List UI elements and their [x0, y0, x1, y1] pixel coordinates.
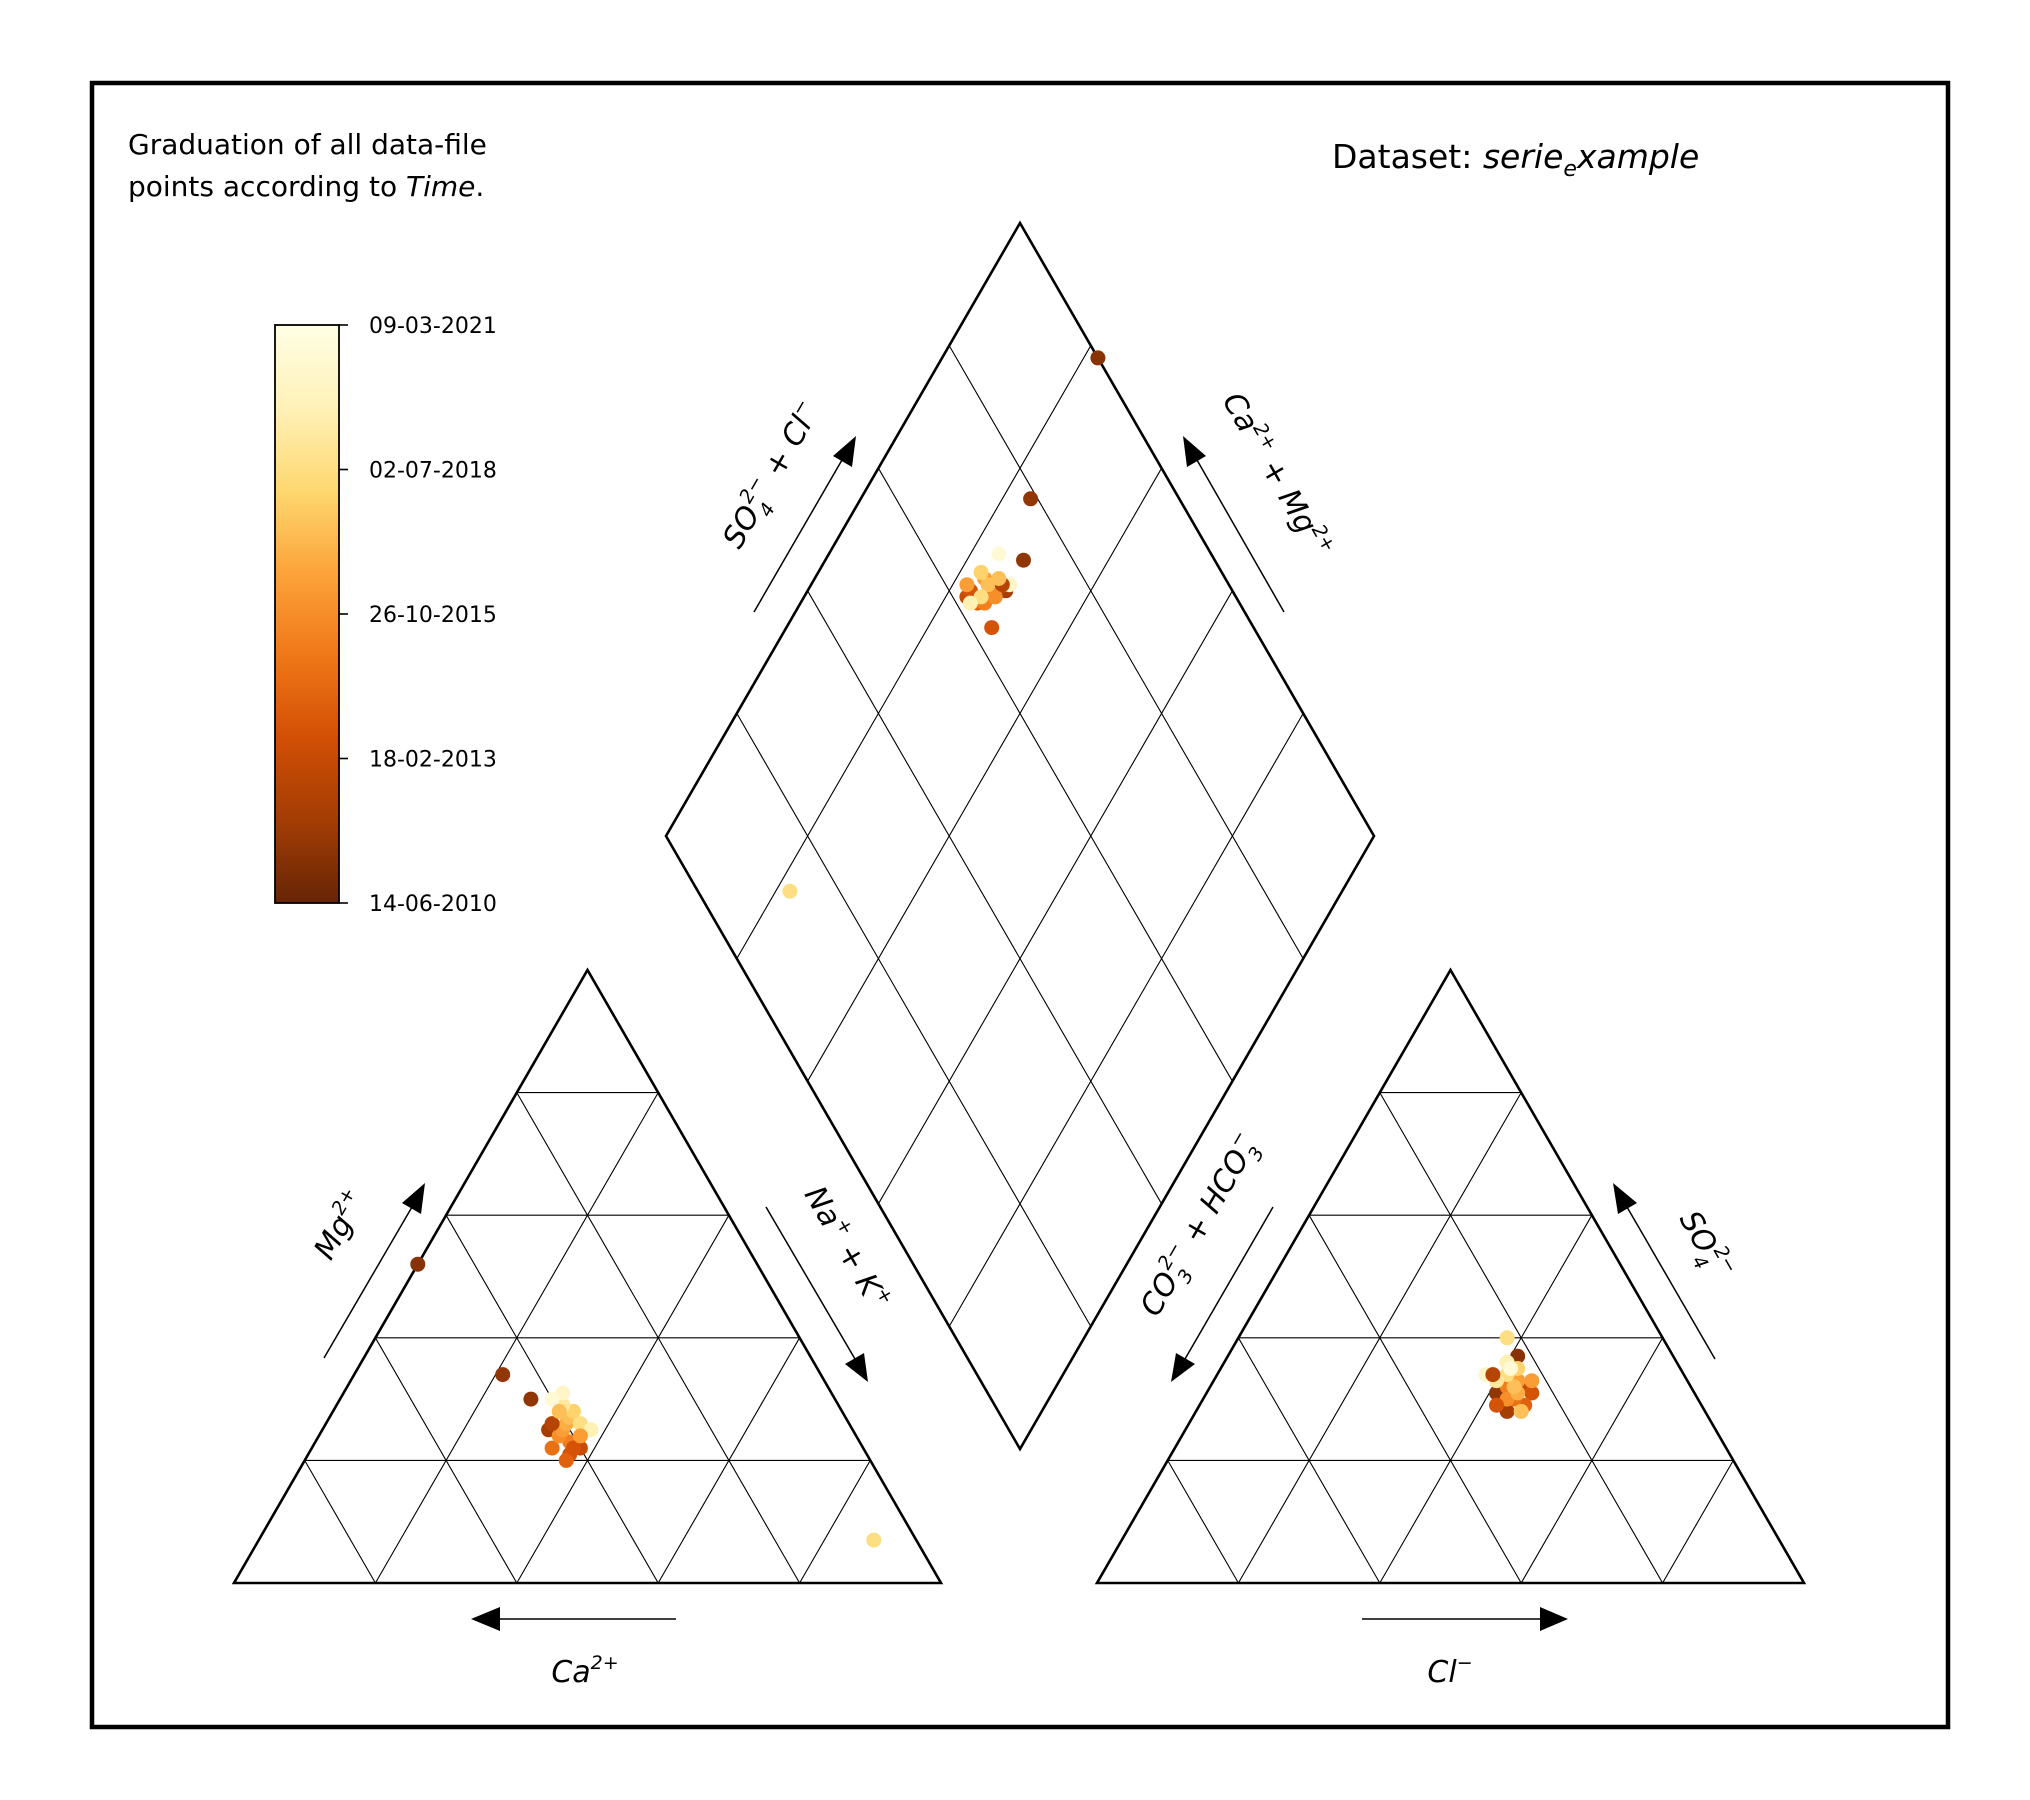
anion-point: [1485, 1367, 1501, 1383]
diamond-grid-b: [877, 590, 1233, 1205]
diamond-point: [962, 595, 978, 611]
colorbar-tick-label: 26-10-2015: [369, 603, 497, 628]
anion-grid-r: [1167, 1460, 1239, 1584]
axis-label-so4: SO42−: [1666, 1203, 1742, 1289]
anion-point: [1489, 1397, 1504, 1413]
graduation-note-line2: points according to Time.: [128, 170, 484, 203]
axis-label-cl: Cl−: [1427, 1652, 1472, 1690]
arrow-co3-head: [1171, 1353, 1195, 1382]
arrow-mg-head: [402, 1183, 425, 1214]
axis-label-ca: Ca2+: [551, 1652, 618, 1690]
diamond-grid-a: [877, 467, 1233, 1082]
cation-point: [551, 1403, 567, 1419]
diamond-grid-b: [948, 713, 1304, 1327]
diamond-point: [782, 883, 798, 899]
cation-point: [495, 1367, 511, 1383]
cation-point: [410, 1256, 426, 1272]
diagram-outlines: [231, 220, 1807, 1585]
arrow-so4-cl-line: [753, 459, 843, 613]
arrow-so4-head: [1613, 1183, 1637, 1214]
cation-point: [544, 1440, 560, 1456]
anion-grid-r: [1308, 1214, 1522, 1584]
figure-frame: [89, 80, 1951, 1730]
diamond-point: [991, 546, 1007, 562]
cation-grid-l: [799, 1460, 871, 1584]
anion-grid-l: [1379, 1214, 1593, 1584]
arrow-ca-mg-head: [1183, 436, 1206, 467]
cation-point: [866, 1532, 882, 1548]
anion-grid-r: [1237, 1337, 1381, 1584]
grid-lines: [304, 345, 1734, 1584]
cation-point: [558, 1452, 574, 1468]
colorbar-tick-label: 02-07-2018: [369, 459, 497, 484]
colorbar-tick-label: 14-06-2010: [369, 892, 497, 917]
diamond-grid-b: [807, 467, 1163, 1082]
arrow-na-k-head: [845, 1353, 868, 1382]
cation-grid-r: [374, 1337, 518, 1584]
arrow-co3-line: [1184, 1206, 1274, 1360]
arrow-mg-line: [323, 1206, 413, 1359]
cation-point: [523, 1391, 539, 1407]
cation-grid-l: [516, 1214, 730, 1584]
diamond-outline: [664, 220, 1376, 1452]
cation-triangle-outline: [231, 967, 944, 1585]
diamond-grid-a: [736, 713, 1092, 1327]
axis-arrows: [323, 436, 1716, 1631]
arrow-so4-line: [1626, 1206, 1716, 1360]
diamond-point: [1023, 491, 1039, 507]
anion-point: [1513, 1403, 1529, 1419]
diamond-point: [1016, 552, 1031, 568]
arrow-so4-cl-head: [833, 436, 856, 467]
cation-point: [565, 1440, 581, 1456]
arrow-na-k-line: [765, 1206, 856, 1360]
anion-triangle-outline: [1094, 967, 1807, 1585]
anion-point: [1524, 1373, 1540, 1389]
axis-label-na-k: Na+ + K+: [797, 1179, 898, 1316]
axis-label-co3-hco3: CO32− + HCO3−: [1130, 1126, 1272, 1326]
diamond-point: [959, 577, 975, 593]
colorbar-tick-label: 09-03-2021: [369, 314, 497, 339]
colorbar: 09-03-2021 02-07-2018 26-10-2015 18-02-2013…: [274, 314, 497, 917]
arrow-ca-head: [471, 1607, 500, 1631]
axis-label-so4-cl: SO42− + Cl−: [713, 394, 834, 557]
diamond-point: [987, 589, 1003, 605]
diamond-grid-a: [807, 590, 1163, 1205]
anion-point: [1499, 1330, 1515, 1346]
anion-point: [1503, 1361, 1519, 1376]
diamond-point: [1090, 350, 1106, 366]
diamond-point: [973, 564, 989, 580]
diamond-point: [984, 620, 1000, 636]
axis-label-mg: Mg2+: [305, 1183, 374, 1265]
colorbar-tick-label: 18-02-2013: [369, 748, 497, 773]
arrow-cl-head: [1540, 1607, 1568, 1631]
diamond-grid-a: [948, 345, 1304, 959]
dataset-label: Dataset: serieexample: [1332, 137, 1699, 182]
graduation-note-line1: Graduation of all data-file: [128, 128, 487, 161]
cation-grid-r: [516, 1092, 801, 1584]
cation-point: [544, 1391, 560, 1407]
cation-point: [572, 1428, 588, 1444]
diamond-point: [991, 571, 1007, 586]
anion-grid-r: [1379, 1092, 1664, 1584]
diamond-grid-b: [736, 345, 1092, 959]
anion-point: [1506, 1379, 1522, 1395]
arrow-ca-mg-line: [1196, 459, 1285, 613]
anion-point: [1524, 1385, 1540, 1401]
cation-grid-r: [304, 1460, 376, 1584]
cation-point: [544, 1416, 560, 1432]
anion-grid-l: [1662, 1460, 1734, 1584]
colorbar-gradient: [274, 324, 340, 904]
axis-label-ca-mg: Ca2+ + Mg2+: [1215, 385, 1340, 564]
